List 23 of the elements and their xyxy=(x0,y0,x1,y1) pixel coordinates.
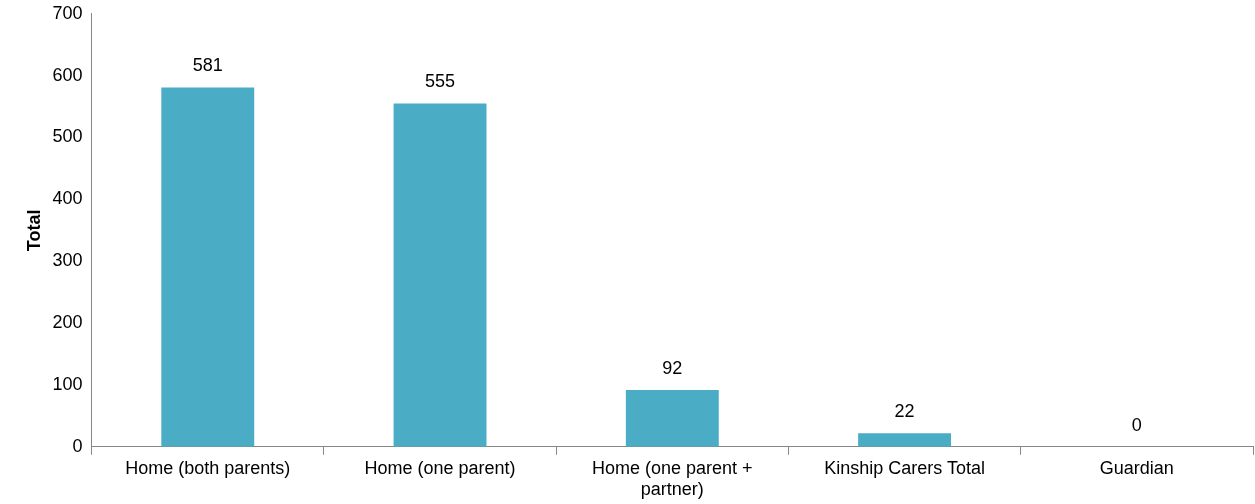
y-tick-label: 500 xyxy=(52,126,83,147)
x-tick-label: Home (one parent) xyxy=(364,457,516,478)
y-tick-label: 600 xyxy=(52,64,83,85)
bar xyxy=(625,389,719,447)
y-tick-label: 300 xyxy=(52,250,83,271)
y-tick-label: 0 xyxy=(72,435,83,456)
data-label: 22 xyxy=(894,401,915,422)
data-label: 0 xyxy=(1131,414,1142,435)
bar xyxy=(161,87,255,447)
x-tick-label: Kinship Carers Total xyxy=(824,457,985,478)
y-axis-title: Total xyxy=(23,209,44,252)
data-label: 555 xyxy=(425,71,456,92)
y-tick-label: 100 xyxy=(52,373,83,394)
data-label: 581 xyxy=(192,55,223,76)
x-tick-label: Home (both parents) xyxy=(125,457,291,478)
y-tick-label: 700 xyxy=(52,2,83,23)
bar xyxy=(858,433,952,447)
x-tick-label: Home (one parent + partner) xyxy=(592,457,753,500)
bar xyxy=(393,103,487,447)
y-tick-label: 200 xyxy=(52,312,83,333)
y-tick-label: 400 xyxy=(52,188,83,209)
x-tick-label: Guardian xyxy=(1099,457,1174,478)
data-label: 92 xyxy=(662,357,683,378)
